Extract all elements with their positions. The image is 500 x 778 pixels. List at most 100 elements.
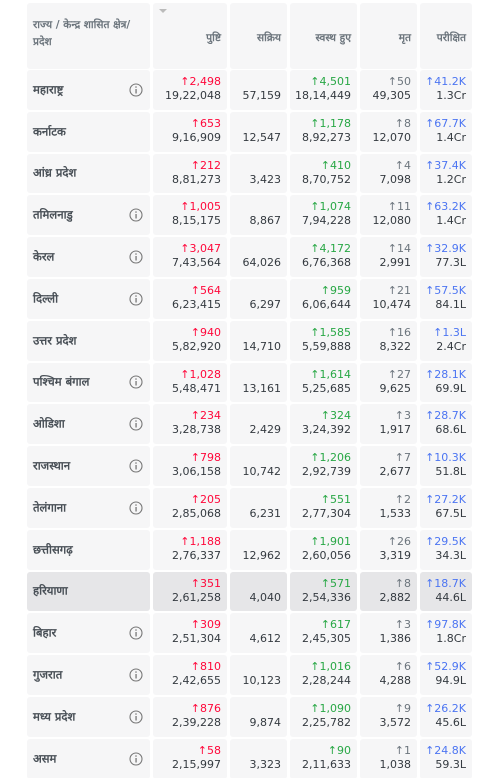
recovered-delta: ↑4,172 — [310, 242, 351, 256]
state-cell: राजस्थान — [27, 446, 150, 486]
deceased-total: 7,098 — [379, 172, 412, 186]
tested-cell: ↑52.9K 94.9L — [420, 655, 472, 695]
sort-icon[interactable] — [158, 8, 168, 14]
recovered-total: 8,70,752 — [302, 172, 351, 186]
info-icon[interactable] — [129, 250, 143, 264]
active-value: 3,423 — [249, 172, 282, 186]
info-circle — [129, 668, 143, 682]
tested-total: 44.6L — [435, 590, 466, 604]
deceased-total: 2,882 — [379, 590, 412, 604]
info-dot — [135, 671, 137, 673]
deceased-total: 1,533 — [379, 507, 412, 520]
active-cell: 10,742 — [230, 446, 287, 486]
info-icon[interactable] — [129, 626, 143, 640]
info-stem — [135, 423, 137, 428]
info-icon[interactable] — [129, 375, 143, 390]
deceased-delta: ↑8 — [394, 576, 411, 590]
tested-delta: ↑28.1K — [425, 367, 466, 381]
recovered-total: 2,45,305 — [302, 632, 351, 646]
info-circle — [129, 459, 143, 473]
deceased-cell: ↑9 3,572 — [360, 697, 417, 737]
header-cell: परीक्षित — [420, 3, 472, 69]
deceased-total: 1,917 — [379, 423, 412, 437]
info-icon[interactable] — [129, 83, 143, 97]
recovered-total: 6,06,644 — [302, 298, 351, 311]
tested-total: 1.4Cr — [436, 130, 466, 144]
tested-delta: ↑26.2K — [425, 702, 466, 715]
tested-delta: ↑18.7K — [425, 576, 466, 590]
tested-total: 51.8L — [435, 465, 466, 479]
info-stem — [135, 632, 137, 637]
deceased-delta: ↑27 — [387, 367, 411, 381]
confirmed-cell: ↑876 2,39,228 — [153, 697, 227, 737]
active-value: 3,323 — [249, 757, 282, 771]
deceased-cell: ↑3 1,917 — [360, 404, 417, 445]
tested-delta: ↑52.9K — [425, 660, 466, 674]
active-cell: 6,231 — [230, 488, 287, 528]
deceased-cell: ↑4 7,098 — [360, 153, 417, 194]
state-name: तेलंगाना — [33, 500, 67, 515]
confirmed-cell: ↑1,005 8,15,175 — [153, 195, 227, 236]
recovered-delta: ↑1,178 — [310, 116, 351, 130]
confirmed-total: 3,06,158 — [172, 465, 221, 479]
tested-cell: ↑28.1K 69.9L — [420, 362, 472, 403]
deceased-cell: ↑8 2,882 — [360, 571, 417, 612]
state-name: आंध्र प्रदेश — [33, 165, 77, 180]
tested-total: 2.4Cr — [436, 339, 466, 353]
column-header: परीक्षित — [436, 32, 466, 44]
recovered-delta: ↑1,090 — [310, 702, 351, 715]
info-stem — [135, 465, 137, 470]
deceased-cell: ↑8 12,070 — [360, 111, 417, 152]
recovered-delta: ↑1,585 — [310, 325, 351, 339]
info-icon[interactable] — [129, 501, 143, 515]
active-cell: 4,612 — [230, 613, 287, 654]
active-value: 10,742 — [242, 465, 282, 479]
recovered-delta: ↑617 — [320, 618, 351, 632]
info-icon[interactable] — [129, 668, 143, 682]
info-icon[interactable] — [129, 710, 143, 724]
active-value: 64,026 — [242, 256, 282, 270]
recovered-cell: ↑1,016 2,28,244 — [290, 655, 357, 695]
active-cell: 3,323 — [230, 738, 287, 778]
info-icon[interactable] — [129, 292, 143, 306]
active-value: 57,159 — [242, 89, 282, 102]
tested-delta: ↑24.8K — [425, 743, 466, 757]
active-cell: 3,423 — [230, 153, 287, 194]
info-icon[interactable] — [129, 459, 143, 473]
tested-total: 1.4Cr — [436, 214, 466, 228]
info-dot — [135, 86, 137, 88]
active-value: 12,962 — [242, 548, 282, 562]
confirmed-delta: ↑205 — [190, 493, 221, 506]
deceased-delta: ↑9 — [394, 702, 411, 715]
info-icon[interactable] — [129, 752, 143, 766]
confirmed-cell: ↑798 3,06,158 — [153, 446, 227, 486]
tested-cell: ↑18.7K 44.6L — [420, 571, 472, 612]
state-name: हरियाणा — [33, 583, 68, 598]
deceased-cell: ↑11 12,080 — [360, 195, 417, 236]
recovered-cell: ↑617 2,45,305 — [290, 613, 357, 654]
confirmed-cell: ↑351 2,61,258 — [153, 571, 227, 612]
column-header: सक्रिय — [257, 32, 281, 44]
recovered-cell: ↑1,901 2,60,056 — [290, 529, 357, 570]
info-icon[interactable] — [129, 417, 143, 431]
confirmed-total: 2,39,228 — [172, 716, 221, 729]
state-name: कर्नाटक — [33, 124, 66, 139]
recovered-cell: ↑90 2,11,633 — [290, 738, 357, 778]
deceased-total: 2,677 — [379, 465, 412, 479]
active-value: 12,547 — [242, 130, 282, 144]
state-name: उत्तर प्रदेश — [33, 333, 77, 348]
tested-cell: ↑1.3L 2.4Cr — [420, 320, 472, 361]
state-cell: केरल — [27, 237, 150, 277]
recovered-total: 2,25,782 — [302, 716, 351, 729]
deceased-delta: ↑1 — [394, 743, 411, 757]
tested-delta: ↑10.3K — [425, 451, 466, 465]
tested-delta: ↑97.8K — [425, 618, 466, 632]
info-icon[interactable] — [129, 208, 143, 222]
confirmed-total: 2,76,337 — [172, 548, 221, 562]
tested-cell: ↑32.9K 77.3L — [420, 237, 472, 277]
info-dot — [135, 295, 137, 297]
confirmed-delta: ↑798 — [190, 451, 221, 465]
confirmed-delta: ↑58 — [197, 743, 221, 757]
info-stem — [135, 381, 137, 386]
